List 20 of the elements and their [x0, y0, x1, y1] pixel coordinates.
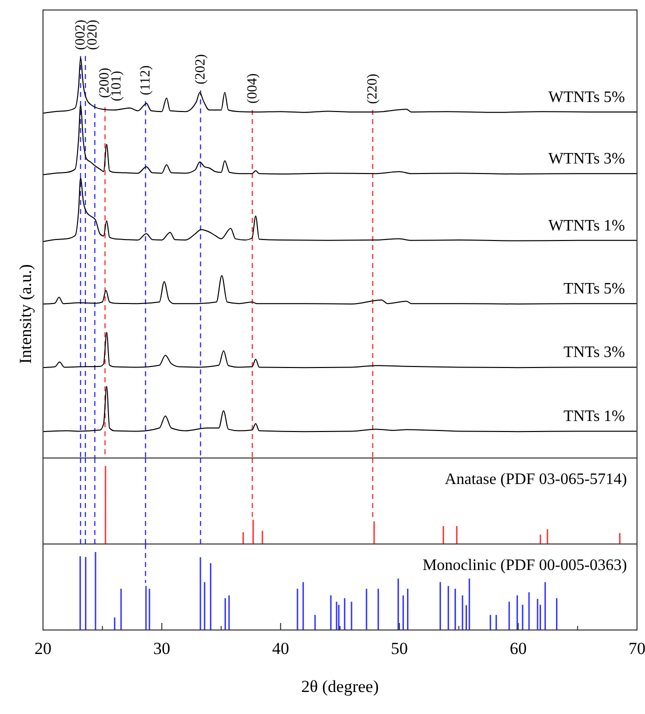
- series-label: TNTs 3%: [563, 344, 625, 362]
- y-axis-title: Intensity (a.u.): [16, 264, 35, 364]
- annotation: (220): [366, 73, 381, 104]
- x-tick-label: 20: [34, 639, 52, 658]
- chart-title: Anatase (PDF 03-065-5714): [444, 471, 627, 488]
- series-label: WTNTs 1%: [548, 217, 625, 234]
- series-label: TNTs 1%: [563, 408, 625, 426]
- annotation: (004): [245, 72, 260, 104]
- series-label: WTNTs 5%: [548, 89, 625, 106]
- x-axis-title: 2θ (degree): [301, 677, 379, 696]
- annotation: (112): [138, 65, 154, 96]
- x-tick-label: 40: [272, 639, 290, 658]
- series-label: TNTs 5%: [563, 280, 625, 298]
- x-tick-label: 60: [510, 639, 527, 658]
- series-label: WTNTs 3%: [548, 150, 625, 168]
- x-tick-label: 70: [628, 639, 645, 658]
- x-tick-label: 30: [153, 639, 170, 658]
- chart-title: Monoclinic (PDF 00-005-0363): [422, 557, 627, 574]
- x-tick-label: 50: [390, 639, 408, 658]
- annotation: (202): [194, 54, 209, 84]
